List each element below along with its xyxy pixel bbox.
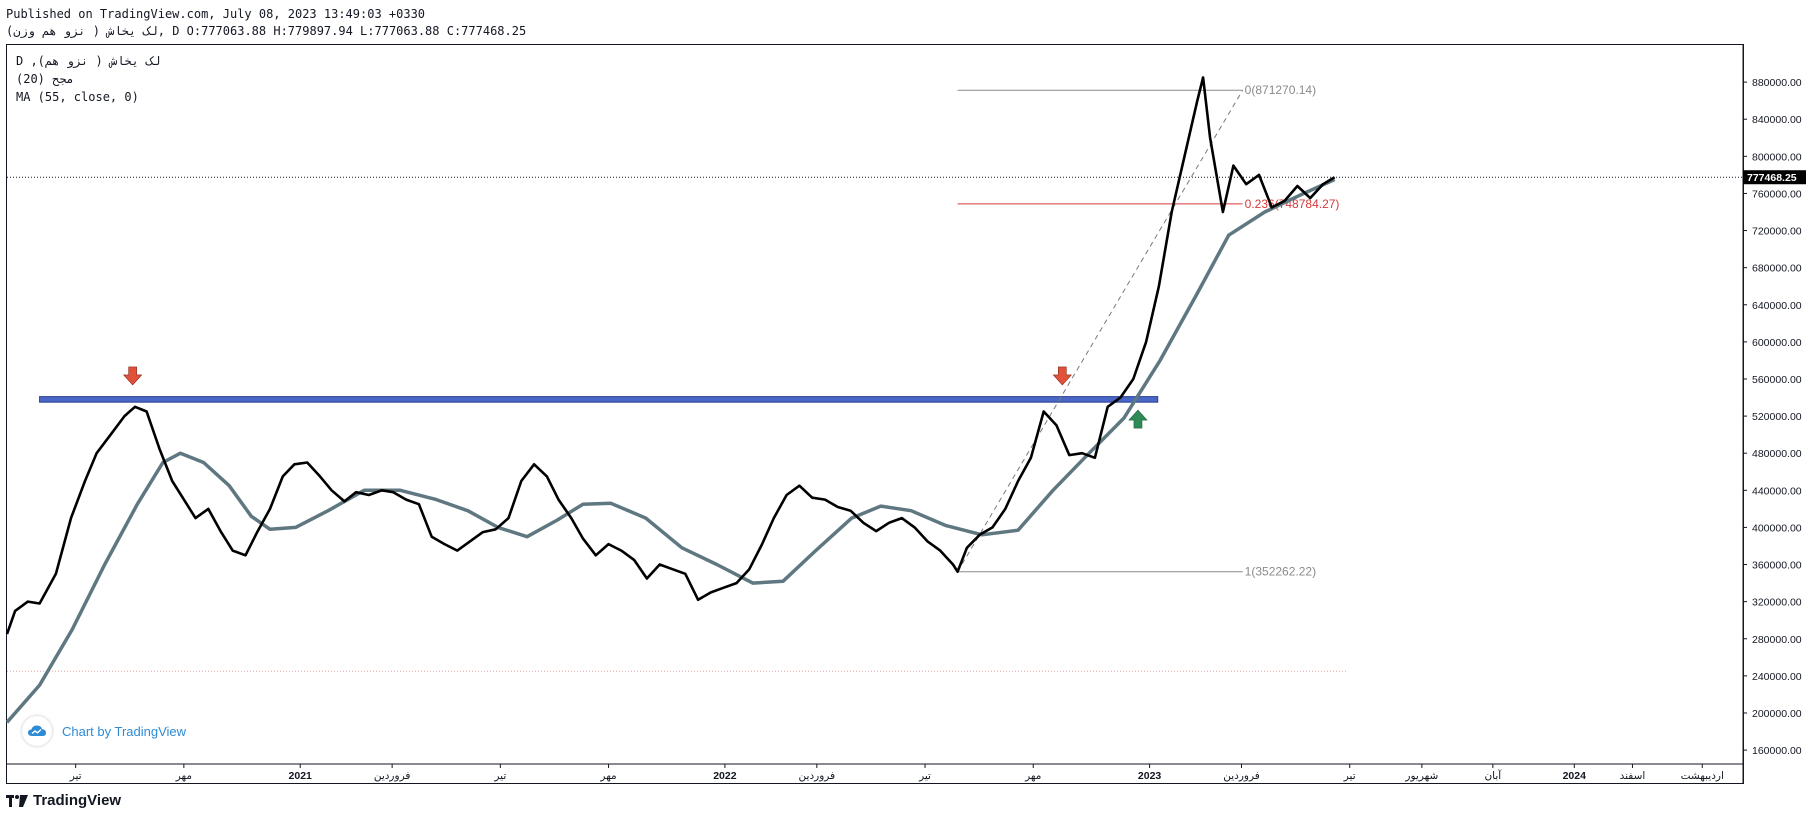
y-tick-label: 520000.00: [1752, 411, 1802, 423]
y-tick-label: 640000.00: [1752, 300, 1802, 312]
y-tick-label: 240000.00: [1752, 671, 1802, 683]
y-tick-label: 280000.00: [1752, 634, 1802, 646]
y-tick-label: 680000.00: [1752, 263, 1802, 275]
legend-ma: MA (55, close, 0): [16, 90, 139, 104]
y-tick-label: 800000.00: [1752, 151, 1802, 163]
legend-symbol: D ,(نزو هم ) لک یخاش: [16, 54, 161, 68]
y-tick-label: 720000.00: [1752, 226, 1802, 238]
y-tick-label: 360000.00: [1752, 560, 1802, 572]
y-tick-label: 880000.00: [1752, 77, 1802, 89]
y-tick-label: 400000.00: [1752, 522, 1802, 534]
legend-indicator: (20) مجح: [16, 72, 74, 86]
chart-by-tradingview[interactable]: Chart by TradingView: [22, 716, 186, 746]
y-tick-label: 560000.00: [1752, 374, 1802, 386]
price-chart[interactable]: [7, 45, 1743, 783]
chart-frame[interactable]: [6, 44, 1744, 784]
symbol-ohlc-info: (نزو هم وزن ) لک یخاش, D O:777063.88 H:7…: [6, 24, 527, 38]
published-info: Published on TradingView.com, July 08, 2…: [6, 7, 426, 21]
y-tick-label: 200000.00: [1752, 708, 1802, 720]
y-tick-label: 160000.00: [1752, 745, 1802, 757]
y-tick-label: 440000.00: [1752, 485, 1802, 497]
chart-by-text: Chart by TradingView: [62, 723, 187, 739]
tradingview-logo[interactable]: TradingView: [6, 792, 121, 809]
y-tick-label: 480000.00: [1752, 448, 1802, 460]
last-price-badge: [1743, 170, 1806, 185]
y-tick-label: 840000.00: [1752, 114, 1802, 126]
y-tick-label: 760000.00: [1752, 188, 1802, 200]
tradingview-logo-text: TradingView: [33, 792, 122, 809]
y-tick-label: 600000.00: [1752, 337, 1802, 349]
last-price-label: 777468.25: [1747, 172, 1797, 184]
tradingview-logo-icon: [6, 794, 28, 807]
tradingview-cloud-icon: [22, 716, 52, 746]
y-tick-label: 320000.00: [1752, 597, 1802, 609]
